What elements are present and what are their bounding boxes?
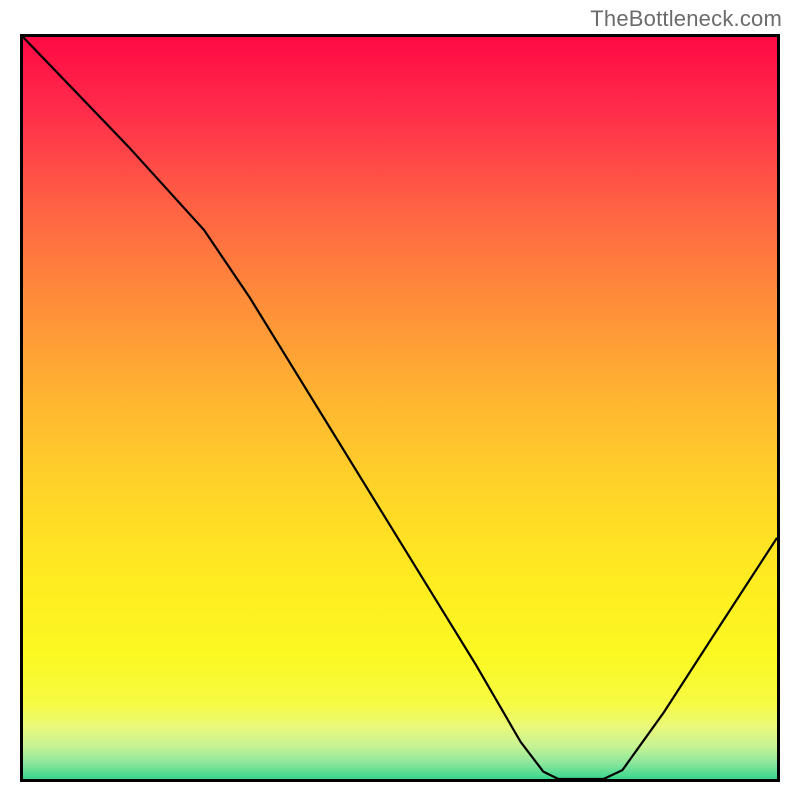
- valley-marker: [566, 779, 604, 782]
- watermark-text: TheBottleneck.com: [590, 6, 782, 32]
- chart-curve: [23, 37, 777, 779]
- chart-frame: [20, 34, 780, 782]
